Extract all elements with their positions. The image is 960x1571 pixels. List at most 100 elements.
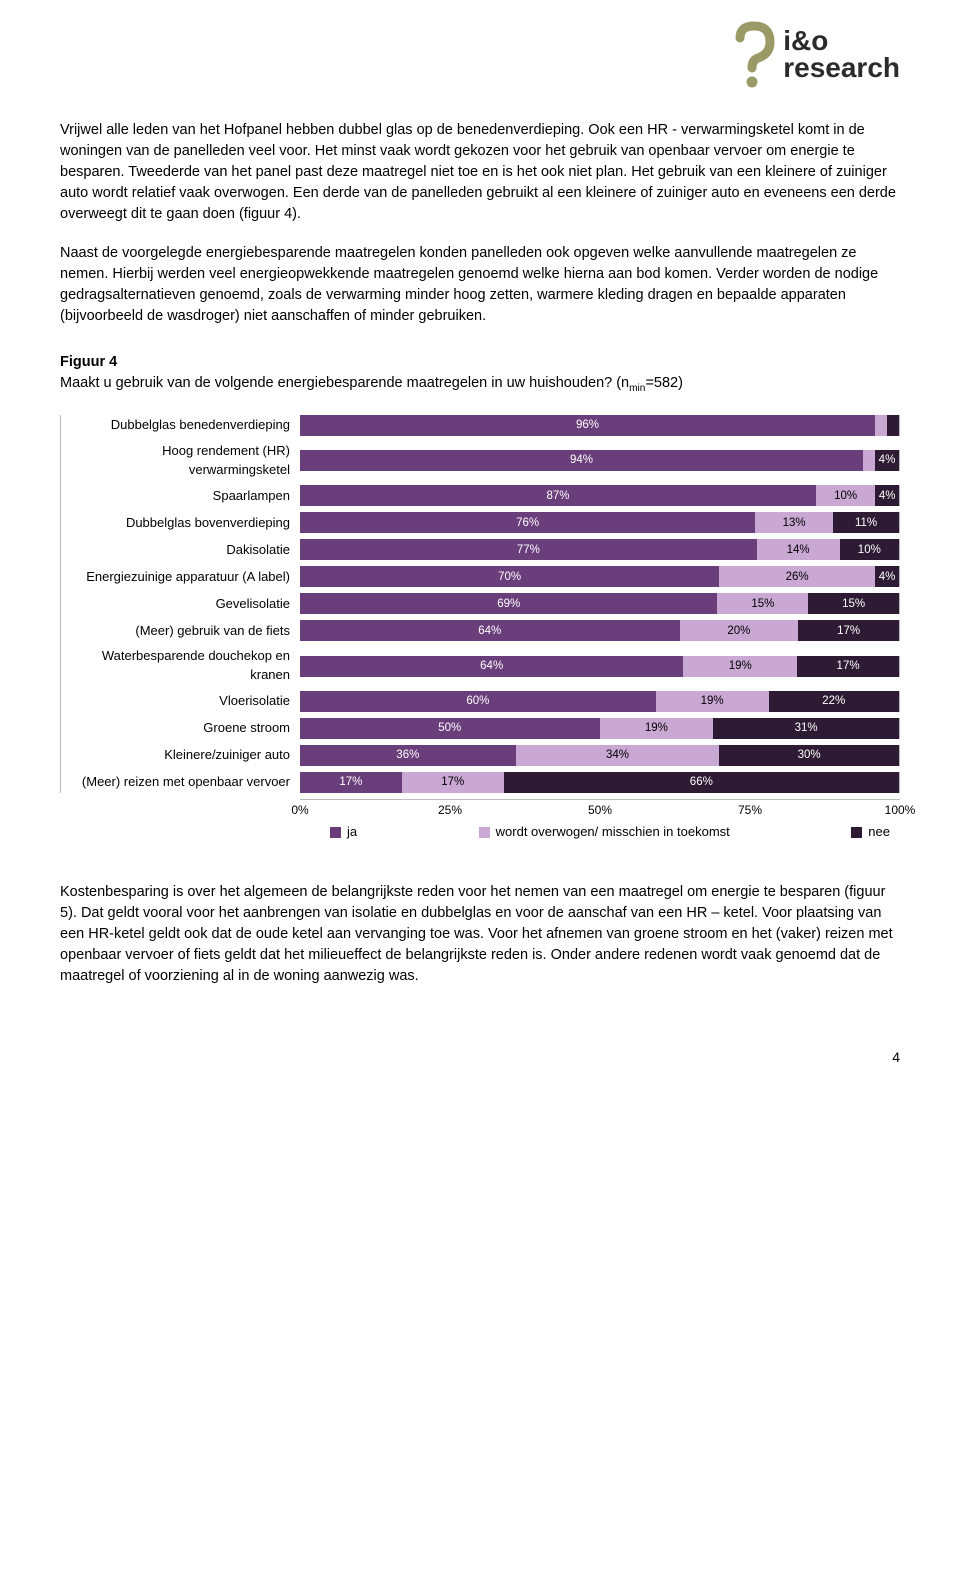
bar-track: 50%19%31% xyxy=(300,718,900,739)
bar-segment-nee: 11% xyxy=(833,512,899,533)
chart-row: (Meer) reizen met openbaar vervoer17%17%… xyxy=(60,772,900,793)
chart-row: Dubbelglas bovenverdieping76%13%11% xyxy=(60,512,900,533)
bar-segment-ja: 64% xyxy=(300,656,683,677)
chart-row: Hoog rendement (HR) verwarmingsketel94% 4… xyxy=(60,442,900,480)
logo-block: i&o research xyxy=(60,20,900,90)
paragraph-2: Naast de voorgelegde energiebesparende m… xyxy=(60,243,900,327)
bar-segment-nee: 30% xyxy=(719,745,899,766)
bar-segment-ja: 50% xyxy=(300,718,600,739)
chart-row-label: Gevelisolatie xyxy=(60,595,300,614)
bar-track: 87%10%4% xyxy=(300,485,900,506)
chart-row: Gevelisolatie69%15%15% xyxy=(60,593,900,614)
figure-question-sub: min xyxy=(629,383,645,394)
axis-tick: 25% xyxy=(438,802,462,819)
bar-segment-ja: 60% xyxy=(300,691,656,712)
bar-segment-maybe: 10% xyxy=(816,485,875,506)
bar-segment-maybe: 14% xyxy=(757,539,840,560)
bar-segment-ja: 87% xyxy=(300,485,816,506)
figure-question: Maakt u gebruik van de volgende energieb… xyxy=(60,373,900,397)
chart-row-label: Dakisolatie xyxy=(60,541,300,560)
bar-segment-ja: 69% xyxy=(300,593,717,614)
chart-row: (Meer) gebruik van de fiets64%20%17% xyxy=(60,620,900,641)
bar-segment-ja: 64% xyxy=(300,620,680,641)
chart-row-label: Energiezuinige apparatuur (A label) xyxy=(60,568,300,587)
bar-track: 64%19%17% xyxy=(300,656,900,677)
bar-segment-ja: 94% xyxy=(300,450,863,471)
stacked-bar-chart: Dubbelglas benedenverdieping96%Hoog rend… xyxy=(60,415,900,842)
bar-segment-maybe: 19% xyxy=(600,718,714,739)
legend-item-ja: ja xyxy=(330,823,357,842)
swatch-ja-icon xyxy=(330,827,341,838)
bar-segment-ja: 17% xyxy=(300,772,402,793)
bar-segment-ja: 96% xyxy=(300,415,875,436)
axis-tick: 100% xyxy=(885,802,916,819)
chart-row: Spaarlampen87%10%4% xyxy=(60,485,900,506)
chart-row-label: Vloerisolatie xyxy=(60,692,300,711)
chart-row-label: Dubbelglas bovenverdieping xyxy=(60,514,300,533)
chart-row-label: (Meer) gebruik van de fiets xyxy=(60,622,300,641)
chart-row-label: Dubbelglas benedenverdieping xyxy=(60,416,300,435)
bar-segment-nee: 17% xyxy=(797,656,899,677)
logo-text-line1: i&o xyxy=(783,28,900,55)
chart-row: Energiezuinige apparatuur (A label)70%26… xyxy=(60,566,900,587)
legend-label-nee: nee xyxy=(868,823,890,842)
bar-segment-ja: 36% xyxy=(300,745,516,766)
bar-track: 94% 4% xyxy=(300,450,900,471)
bar-track: 96% xyxy=(300,415,900,436)
bar-track: 70%26%4% xyxy=(300,566,900,587)
page-number: 4 xyxy=(60,1047,900,1067)
swatch-nee-icon xyxy=(851,827,862,838)
bar-segment-maybe: 19% xyxy=(683,656,797,677)
bar-track: 17%17%66% xyxy=(300,772,900,793)
bar-segment-maybe: 26% xyxy=(719,566,875,587)
axis-tick: 0% xyxy=(291,802,308,819)
bar-track: 69%15%15% xyxy=(300,593,900,614)
bar-segment-nee xyxy=(887,415,899,436)
bar-segment-nee: 4% xyxy=(875,566,899,587)
bar-segment-maybe: 17% xyxy=(402,772,504,793)
bar-segment-ja: 77% xyxy=(300,539,757,560)
paragraph-1: Vrijwel alle leden van het Hofpanel hebb… xyxy=(60,120,900,225)
chart-legend: ja wordt overwogen/ misschien in toekoms… xyxy=(60,823,900,842)
chart-row: Kleinere/zuiniger auto36%34%30% xyxy=(60,745,900,766)
bar-segment-maybe: 19% xyxy=(656,691,769,712)
chart-row: Dakisolatie77%14%10% xyxy=(60,539,900,560)
bar-track: 77%14%10% xyxy=(300,539,900,560)
legend-label-ja: ja xyxy=(347,823,357,842)
bar-segment-nee: 10% xyxy=(840,539,899,560)
paragraph-3: Kostenbesparing is over het algemeen de … xyxy=(60,882,900,987)
bar-segment-maybe xyxy=(875,415,887,436)
bar-segment-nee: 4% xyxy=(875,450,899,471)
chart-axis: 0%25%50%75%100% xyxy=(60,799,900,817)
bar-track: 36%34%30% xyxy=(300,745,900,766)
figure-number: Figuur 4 xyxy=(60,352,900,373)
chart-row-label: (Meer) reizen met openbaar vervoer xyxy=(60,773,300,792)
chart-row: Groene stroom50%19%31% xyxy=(60,718,900,739)
legend-item-maybe: wordt overwogen/ misschien in toekomst xyxy=(479,823,730,842)
bar-segment-ja: 76% xyxy=(300,512,755,533)
chart-row-label: Waterbesparende douchekop en kranen xyxy=(60,647,300,685)
chart-row-label: Kleinere/zuiniger auto xyxy=(60,746,300,765)
chart-row-label: Groene stroom xyxy=(60,719,300,738)
bar-segment-maybe xyxy=(863,450,875,471)
logo: i&o research xyxy=(722,20,900,90)
bar-segment-maybe: 13% xyxy=(755,512,833,533)
bar-segment-nee: 31% xyxy=(713,718,899,739)
legend-label-maybe: wordt overwogen/ misschien in toekomst xyxy=(496,823,730,842)
bar-segment-nee: 22% xyxy=(769,691,899,712)
chart-row-label: Spaarlampen xyxy=(60,487,300,506)
axis-tick: 75% xyxy=(738,802,762,819)
chart-row: Waterbesparende douchekop en kranen64%19… xyxy=(60,647,900,685)
bar-segment-nee: 66% xyxy=(504,772,899,793)
bar-segment-maybe: 34% xyxy=(516,745,720,766)
bar-segment-maybe: 20% xyxy=(680,620,799,641)
chart-row-label: Hoog rendement (HR) verwarmingsketel xyxy=(60,442,300,480)
bar-segment-ja: 70% xyxy=(300,566,719,587)
logo-text-line2: research xyxy=(783,55,900,82)
question-mark-icon xyxy=(722,20,777,90)
swatch-maybe-icon xyxy=(479,827,490,838)
legend-item-nee: nee xyxy=(851,823,890,842)
figure-question-prefix: Maakt u gebruik van de volgende energieb… xyxy=(60,375,629,391)
chart-row: Vloerisolatie60%19%22% xyxy=(60,691,900,712)
bar-track: 60%19%22% xyxy=(300,691,900,712)
